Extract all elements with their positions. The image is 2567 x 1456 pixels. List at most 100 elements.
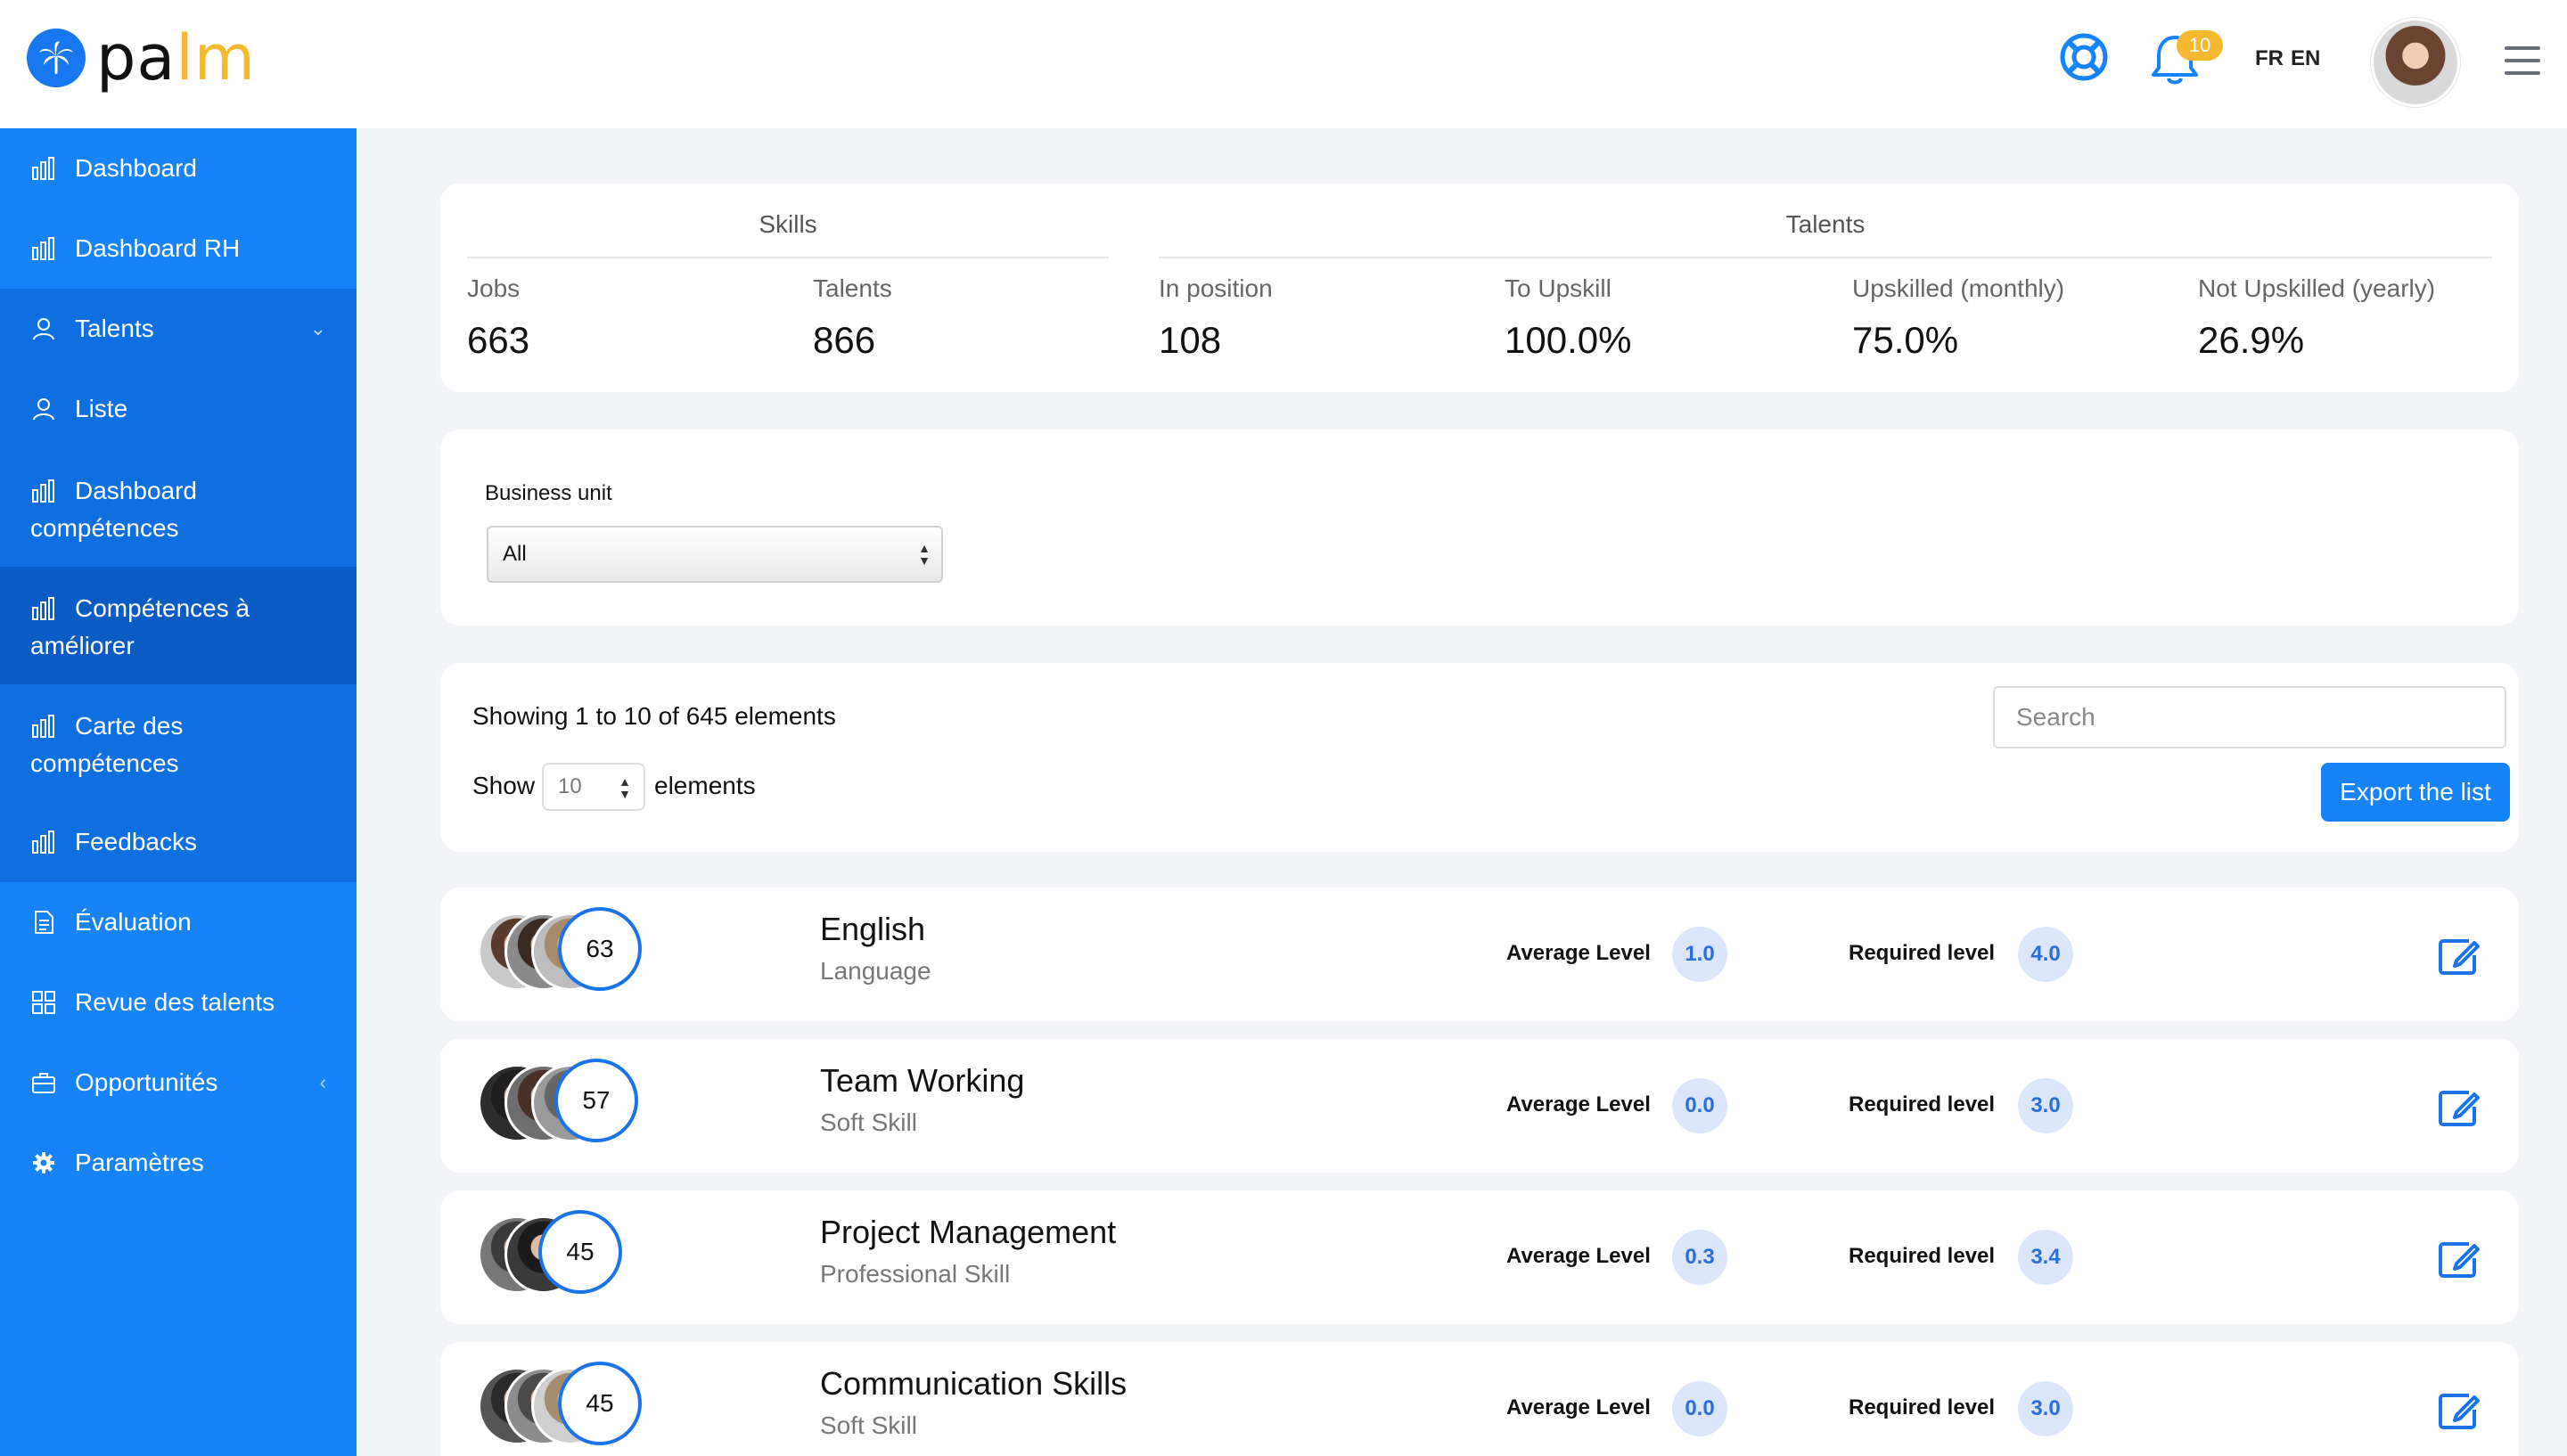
top-header: palm 10 FR EN: [0, 0, 2567, 128]
skill-category: Language: [820, 957, 931, 985]
stat-label-talents: Talents: [813, 274, 892, 302]
average-level-label: Average Level: [1506, 941, 1651, 965]
talent-count: 63: [558, 907, 642, 991]
notification-badge: 10: [2177, 30, 2223, 61]
bar-chart-icon: [32, 479, 54, 503]
sidebar-item-label: Carte des: [75, 712, 184, 740]
required-level-badge: 4.0: [2018, 927, 2073, 982]
sidebar-item-talents[interactable]: Talents ⌄: [0, 289, 357, 369]
stat-label-upskilled-monthly: Upskilled (monthly): [1852, 274, 2065, 302]
business-unit-selected: All: [503, 542, 527, 566]
stat-value-not-upskilled-yearly: 26.9%: [2198, 319, 2305, 361]
sidebar-item-label: Revue des talents: [75, 988, 275, 1016]
sidebar-item-label: Évaluation: [75, 908, 192, 936]
talent-avatars: 63: [478, 907, 674, 996]
logo-wordmark: palm: [96, 21, 256, 94]
divider: [1159, 257, 2492, 258]
sidebar-item-label: Dashboard: [75, 477, 197, 504]
stat-value-jobs: 663: [467, 319, 530, 361]
average-level-badge: 0.3: [1672, 1230, 1727, 1285]
sidebar-item-opportunites[interactable]: Opportunités ‹: [0, 1043, 357, 1123]
bar-chart-icon: [32, 830, 54, 854]
sidebar-item-label: Paramètres: [75, 1149, 204, 1176]
elements-label: elements: [654, 772, 756, 799]
stat-value-in-position: 108: [1159, 319, 1222, 361]
list-item[interactable]: 45 Communication Skills Soft Skill Avera…: [440, 1342, 2519, 1456]
briefcase-icon: [32, 1073, 55, 1093]
list-item[interactable]: 63 English Language Average Level 1.0 Re…: [440, 888, 2519, 1021]
business-unit-select[interactable]: All ▲ ▼: [487, 526, 943, 583]
required-level-badge: 3.0: [2018, 1381, 2073, 1436]
edit-icon[interactable]: [2437, 1085, 2483, 1133]
user-icon: [33, 318, 54, 340]
required-level-label: Required level: [1849, 941, 1996, 965]
talent-count: 45: [538, 1210, 622, 1294]
sidebar-item-liste[interactable]: Liste: [0, 369, 357, 449]
avatar[interactable]: [2371, 18, 2460, 107]
edit-icon[interactable]: [2437, 1237, 2483, 1284]
lang-en-link[interactable]: EN: [2291, 46, 2321, 70]
skill-name: Communication Skills: [820, 1365, 1128, 1402]
select-arrows-icon: ▲ ▼: [619, 774, 631, 801]
select-arrows-icon: ▲ ▼: [918, 541, 931, 568]
bar-chart-icon: [32, 715, 54, 738]
sidebar-item-label: Talents: [75, 315, 154, 342]
skill-name: Project Management: [820, 1214, 1117, 1250]
sidebar: Dashboard Dashboard RH Talents ⌄ Liste D…: [0, 128, 357, 1456]
talent-avatars: 45: [478, 1210, 674, 1299]
bar-chart-icon: [32, 597, 54, 620]
search-input[interactable]: [1993, 686, 2506, 748]
sidebar-item-dashboard-rh[interactable]: Dashboard RH: [0, 209, 357, 289]
palm-tree-icon: [27, 29, 86, 87]
sidebar-item-label-line2: compétences: [30, 749, 179, 777]
sidebar-item-competences-ameliorer[interactable]: Compétences à améliorer: [0, 567, 357, 684]
divider: [467, 257, 1109, 258]
skill-category: Soft Skill: [820, 1411, 917, 1439]
sidebar-item-label: Dashboard RH: [75, 234, 241, 262]
list-item[interactable]: 57 Team Working Soft Skill Average Level…: [440, 1039, 2519, 1173]
sidebar-item-parametres[interactable]: Paramètres: [0, 1123, 357, 1203]
skills-group-title: Skills: [759, 210, 817, 238]
grid-icon: [32, 991, 55, 1014]
business-unit-label: Business unit: [485, 481, 612, 505]
palm-logo[interactable]: palm: [27, 27, 256, 89]
sidebar-item-feedbacks[interactable]: Feedbacks: [0, 802, 357, 882]
chevron-left-icon: ‹: [319, 1071, 326, 1093]
talent-avatars: 45: [478, 1362, 674, 1451]
lifebuoy-icon[interactable]: [2059, 32, 2109, 86]
page-size-select[interactable]: 10 ▲ ▼: [542, 763, 645, 811]
average-level-label: Average Level: [1506, 1092, 1651, 1117]
sidebar-item-label: Opportunités: [75, 1068, 218, 1096]
sidebar-item-revue-talents[interactable]: Revue des talents: [0, 962, 357, 1043]
stat-label-jobs: Jobs: [467, 274, 521, 302]
chevron-down-icon: ⌄: [309, 317, 326, 339]
required-level-label: Required level: [1849, 1395, 1996, 1419]
talents-group-title: Talents: [1785, 210, 1866, 238]
edit-icon[interactable]: [2437, 1388, 2483, 1436]
stat-value-talents: 866: [813, 319, 876, 361]
skill-name: Team Working: [820, 1062, 1025, 1099]
sidebar-item-carte-competences[interactable]: Carte des compétences: [0, 684, 357, 802]
stat-value-upskilled-monthly: 75.0%: [1852, 319, 1959, 361]
export-list-button[interactable]: Export the list: [2321, 763, 2510, 822]
lang-fr-link[interactable]: FR: [2255, 46, 2284, 70]
skill-category: Soft Skill: [820, 1108, 917, 1136]
talent-count: 45: [558, 1362, 642, 1445]
sidebar-item-dashboard-competences[interactable]: Dashboard compétences: [0, 449, 357, 567]
required-level-badge: 3.0: [2018, 1078, 2073, 1133]
hamburger-menu-icon[interactable]: [2505, 46, 2540, 84]
required-level-label: Required level: [1849, 1244, 1996, 1268]
sidebar-item-evaluation[interactable]: Évaluation: [0, 882, 357, 962]
sidebar-item-dashboard[interactable]: Dashboard: [0, 128, 357, 209]
sidebar-item-label: Feedbacks: [75, 828, 197, 855]
stat-value-to-upskill: 100.0%: [1505, 319, 1632, 361]
average-level-label: Average Level: [1506, 1244, 1651, 1268]
list-item[interactable]: 45 Project Management Professional Skill…: [440, 1190, 2519, 1324]
sidebar-item-label-line2: améliorer: [30, 632, 135, 659]
stat-label-not-upskilled-yearly: Not Upskilled (yearly): [2198, 274, 2436, 302]
stat-label-in-position: In position: [1159, 274, 1273, 302]
average-level-badge: 0.0: [1672, 1078, 1727, 1133]
talent-count: 57: [554, 1059, 638, 1142]
required-level-badge: 3.4: [2018, 1230, 2073, 1285]
edit-icon[interactable]: [2437, 934, 2483, 981]
